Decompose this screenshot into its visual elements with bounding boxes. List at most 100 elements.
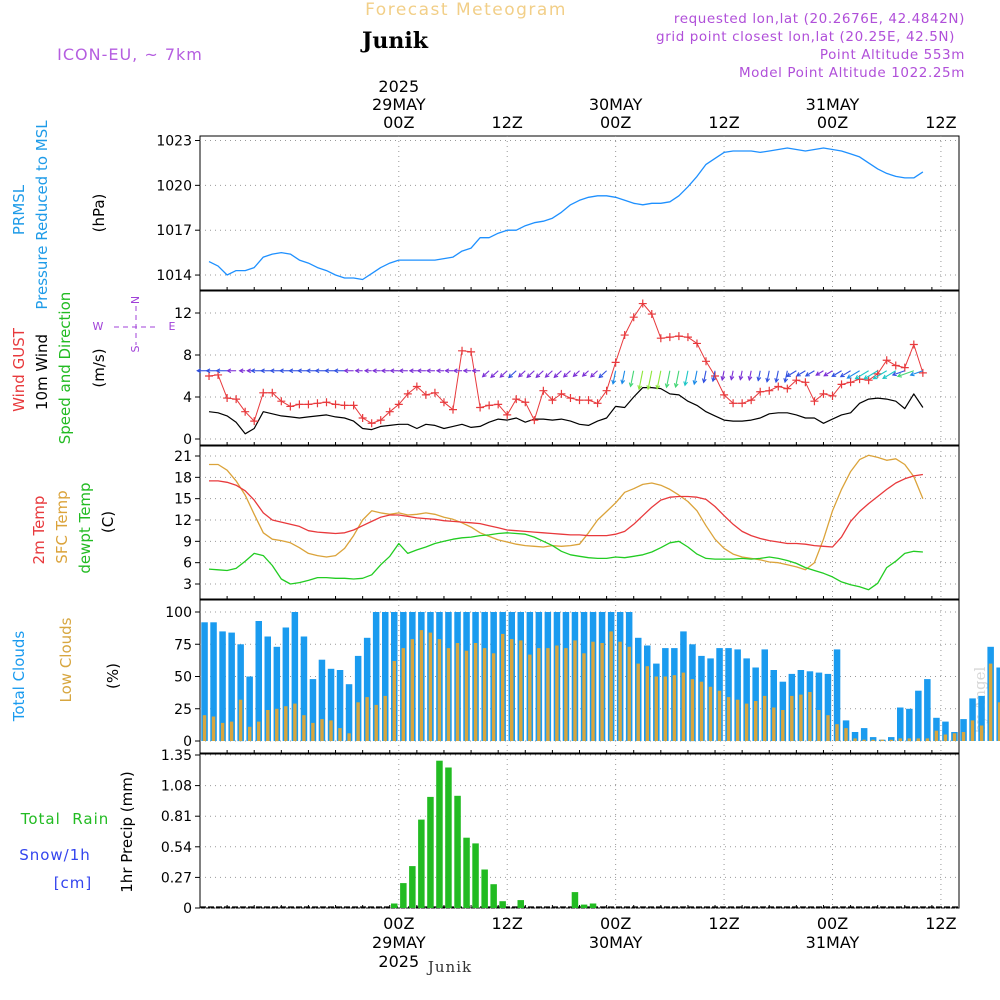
low-cloud-bar	[311, 722, 315, 741]
wind-arrow-head	[738, 375, 744, 381]
bottom-date-label: 29MAY	[372, 933, 426, 952]
wind-gust-line	[208, 303, 924, 424]
pressure-series	[208, 147, 924, 281]
wind-arrow-head	[823, 372, 829, 377]
wind-gust-marker	[430, 388, 439, 397]
wind-arrow-head	[205, 368, 211, 374]
wind-arrow	[873, 370, 887, 380]
wind-arrow-head	[701, 378, 707, 384]
wind-arrow	[563, 370, 571, 378]
low-cloud-bar	[519, 640, 523, 741]
wind-arrow-head	[581, 372, 587, 377]
wind-arrow-head	[646, 385, 652, 391]
pressure-panel-labels: PRMSL Pressure Reduced to MSL (hPa)	[10, 120, 108, 310]
low-cloud-bar	[501, 633, 505, 741]
low-cloud-bar	[844, 728, 848, 741]
wind-arrow	[526, 370, 535, 378]
low-cloud-bar	[482, 648, 487, 741]
wind-arrow	[490, 370, 499, 378]
wind-arrow	[545, 370, 553, 378]
rain-bar	[481, 869, 488, 908]
low-cloud-bar	[654, 676, 658, 741]
wind-10m-label: 10m Wind	[33, 334, 51, 410]
low-clouds-label: Low Clouds	[57, 617, 75, 702]
wind-gust-marker	[647, 310, 656, 319]
total-cloud-bar	[336, 670, 344, 741]
top-hour-label: 12Z	[492, 113, 523, 132]
requested-coords: requested lon,lat (20.2676E, 42.4842N)	[674, 11, 965, 27]
wind-arrow-head	[314, 368, 320, 374]
top-date-label: 31MAY	[806, 95, 860, 114]
wind-gust-marker	[340, 401, 349, 410]
low-cloud-bar	[419, 630, 424, 741]
total-cloud-bar	[318, 659, 326, 741]
wind-unit: (m/s)	[90, 348, 108, 387]
wind-arrow-head	[891, 371, 897, 377]
wind-gust-marker	[439, 398, 448, 407]
wind-arrow	[621, 370, 626, 384]
precip-ytick-label: 0	[183, 901, 192, 917]
total-cloud-bar	[860, 728, 868, 741]
low-cloud-bar	[338, 728, 342, 741]
chart-panels: 1014101710201023048123691215182102550751…	[156, 133, 1000, 917]
temp-ytick-label: 3	[183, 577, 192, 593]
precip-ytick-label: 0.81	[161, 809, 192, 825]
wind-gust-marker	[232, 395, 241, 404]
wind-arrow-head	[408, 368, 414, 374]
low-cloud-bar	[302, 715, 306, 741]
temp-ytick-label: 21	[174, 449, 192, 465]
rain-bar	[391, 903, 398, 908]
wind-arrow-head	[452, 368, 458, 374]
wind-arrow-head	[435, 368, 441, 374]
wind-gust-marker	[286, 402, 295, 411]
wind-gust-marker	[548, 396, 557, 405]
low-cloud-bar	[781, 710, 785, 741]
low-cloud-bar	[609, 631, 613, 741]
wind-arrow-head	[815, 371, 821, 376]
top-hour-label: 12Z	[708, 113, 739, 132]
low-cloud-bar	[853, 738, 857, 741]
wind-gust-marker	[575, 396, 584, 405]
total-cloud-bar	[309, 679, 317, 741]
low-cloud-bar	[952, 733, 957, 741]
precip-ytick-label: 1.35	[161, 748, 192, 764]
top-hour-label: 00Z	[383, 113, 414, 132]
rain-bar	[454, 795, 461, 908]
total-cloud-bar	[291, 612, 299, 741]
pressure-label-msl: Pressure Reduced to MSL	[33, 120, 51, 310]
wind-gust-marker	[629, 313, 638, 322]
wind-gust-marker	[449, 405, 457, 414]
low-cloud-bar	[473, 643, 478, 741]
low-cloud-bar	[708, 686, 713, 741]
total-cloud-bar	[246, 676, 253, 741]
wind-arrow	[748, 370, 752, 381]
pressure-ytick-label: 1020	[156, 178, 192, 194]
wind-arrow-head	[756, 376, 762, 382]
low-cloud-bar	[744, 703, 749, 741]
wind-gust-marker	[620, 331, 629, 340]
wind-arrow-head	[324, 368, 330, 374]
total-cloud-bar	[282, 627, 290, 741]
wind-arrow-head	[416, 368, 422, 374]
wind-arrow	[482, 370, 490, 378]
wind-arrow-head	[380, 368, 386, 374]
wind-10m-line	[208, 387, 924, 435]
wind-gust-marker	[783, 384, 792, 393]
top-hour-label: 00Z	[817, 113, 848, 132]
total-cloud-bar	[960, 719, 967, 741]
low-cloud-bar	[970, 720, 975, 741]
wind-arrow-head	[783, 378, 789, 384]
low-cloud-bar	[934, 730, 939, 741]
low-cloud-bar	[871, 739, 875, 741]
wind-arrow-head	[795, 372, 801, 377]
total-cloud-bar	[942, 721, 949, 741]
total-cloud-bar	[255, 621, 262, 741]
precip-ytick-label: 0.54	[161, 840, 192, 856]
bottom-hour-label: 12Z	[925, 914, 956, 933]
pressure-unit: (hPa)	[90, 194, 108, 233]
total-cloud-bar	[824, 673, 832, 741]
wind-arrow-head	[655, 384, 661, 390]
